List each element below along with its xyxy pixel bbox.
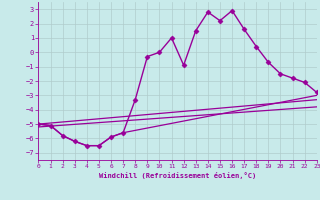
X-axis label: Windchill (Refroidissement éolien,°C): Windchill (Refroidissement éolien,°C): [99, 172, 256, 179]
